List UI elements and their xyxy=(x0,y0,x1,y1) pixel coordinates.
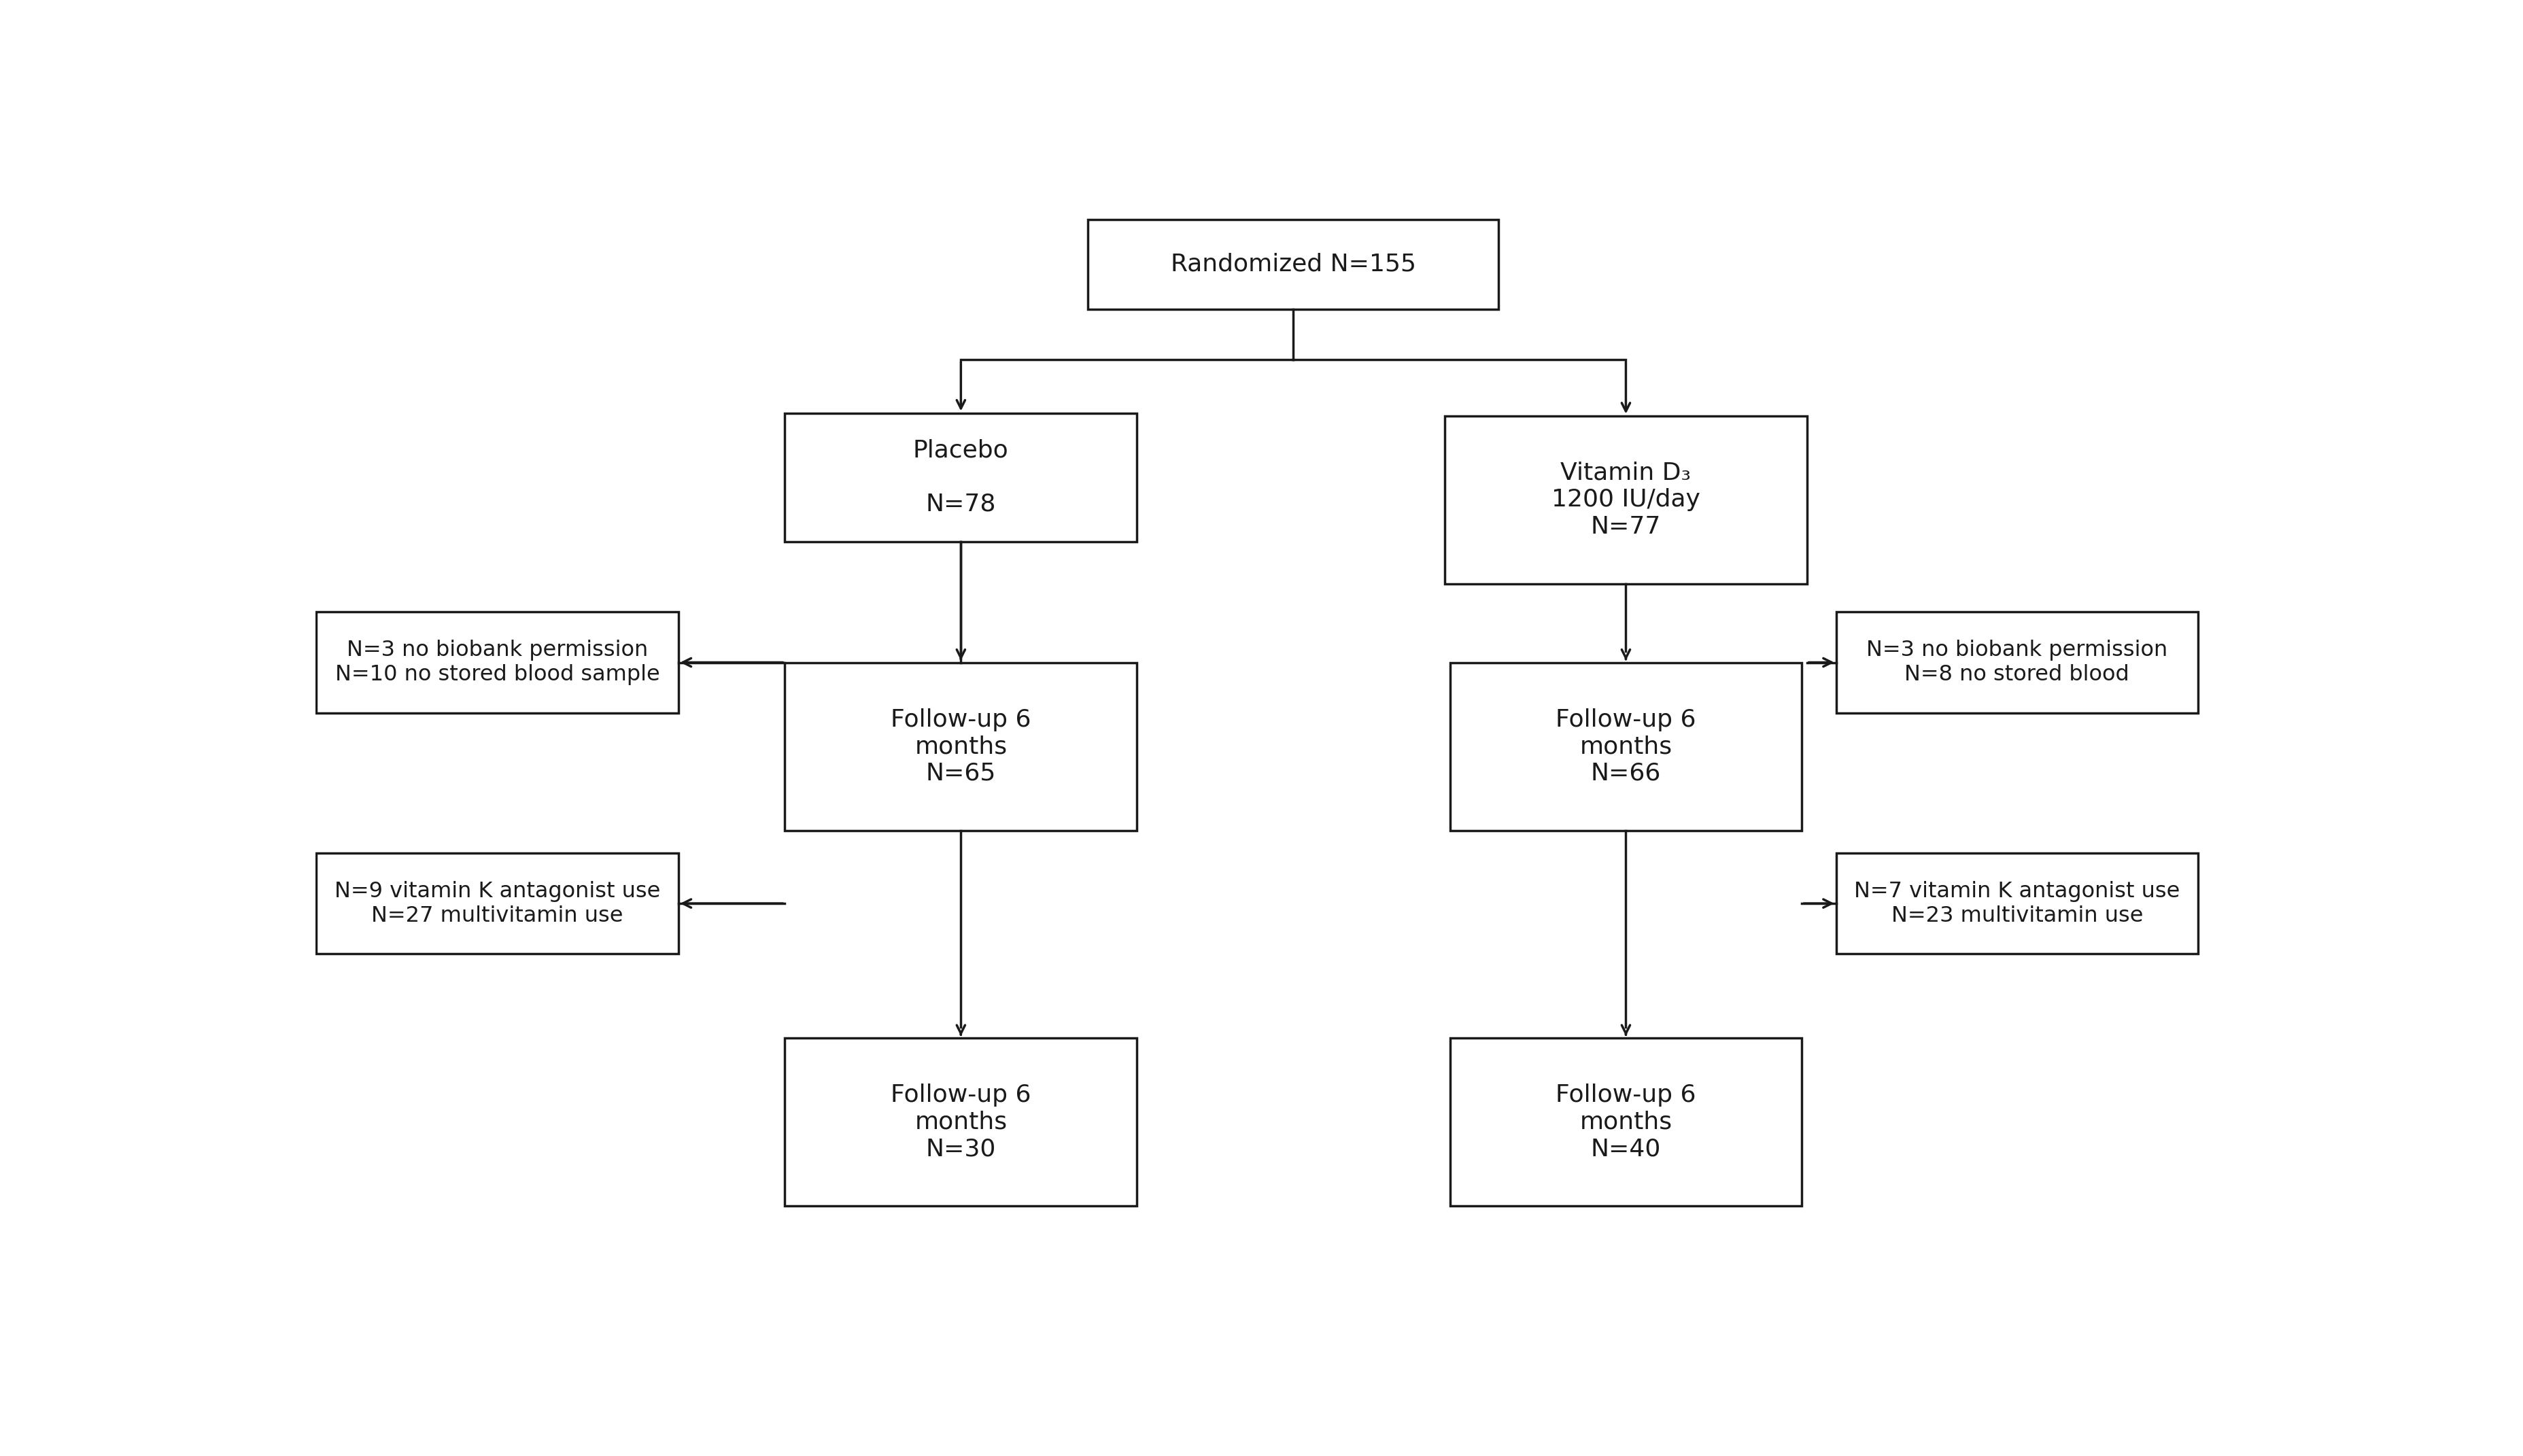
Bar xyxy=(315,612,679,713)
Text: Follow-up 6
months
N=65: Follow-up 6 months N=65 xyxy=(891,708,1032,785)
Bar xyxy=(315,853,679,954)
Bar xyxy=(1087,220,1499,309)
Text: Vitamin D₃
1200 IU/day
N=77: Vitamin D₃ 1200 IU/day N=77 xyxy=(1552,462,1701,539)
Bar xyxy=(1446,416,1806,584)
Bar xyxy=(1451,1038,1801,1206)
Bar xyxy=(1837,853,2198,954)
Text: N=3 no biobank permission
N=8 no stored blood: N=3 no biobank permission N=8 no stored … xyxy=(1867,639,2167,686)
Text: N=3 no biobank permission
N=10 no stored blood sample: N=3 no biobank permission N=10 no stored… xyxy=(336,639,659,686)
Bar xyxy=(785,1038,1138,1206)
Text: Follow-up 6
months
N=30: Follow-up 6 months N=30 xyxy=(891,1083,1032,1160)
Text: N=9 vitamin K antagonist use
N=27 multivitamin use: N=9 vitamin K antagonist use N=27 multiv… xyxy=(336,881,661,926)
Text: Randomized N=155: Randomized N=155 xyxy=(1171,253,1415,277)
Text: N=7 vitamin K antagonist use
N=23 multivitamin use: N=7 vitamin K antagonist use N=23 multiv… xyxy=(1854,881,2180,926)
Text: Follow-up 6
months
N=40: Follow-up 6 months N=40 xyxy=(1554,1083,1695,1160)
Bar xyxy=(785,414,1138,542)
Text: Follow-up 6
months
N=66: Follow-up 6 months N=66 xyxy=(1554,708,1695,785)
Text: Placebo

N=78: Placebo N=78 xyxy=(913,440,1009,515)
Bar xyxy=(1451,662,1801,830)
Bar xyxy=(1837,612,2198,713)
Bar xyxy=(785,662,1138,830)
